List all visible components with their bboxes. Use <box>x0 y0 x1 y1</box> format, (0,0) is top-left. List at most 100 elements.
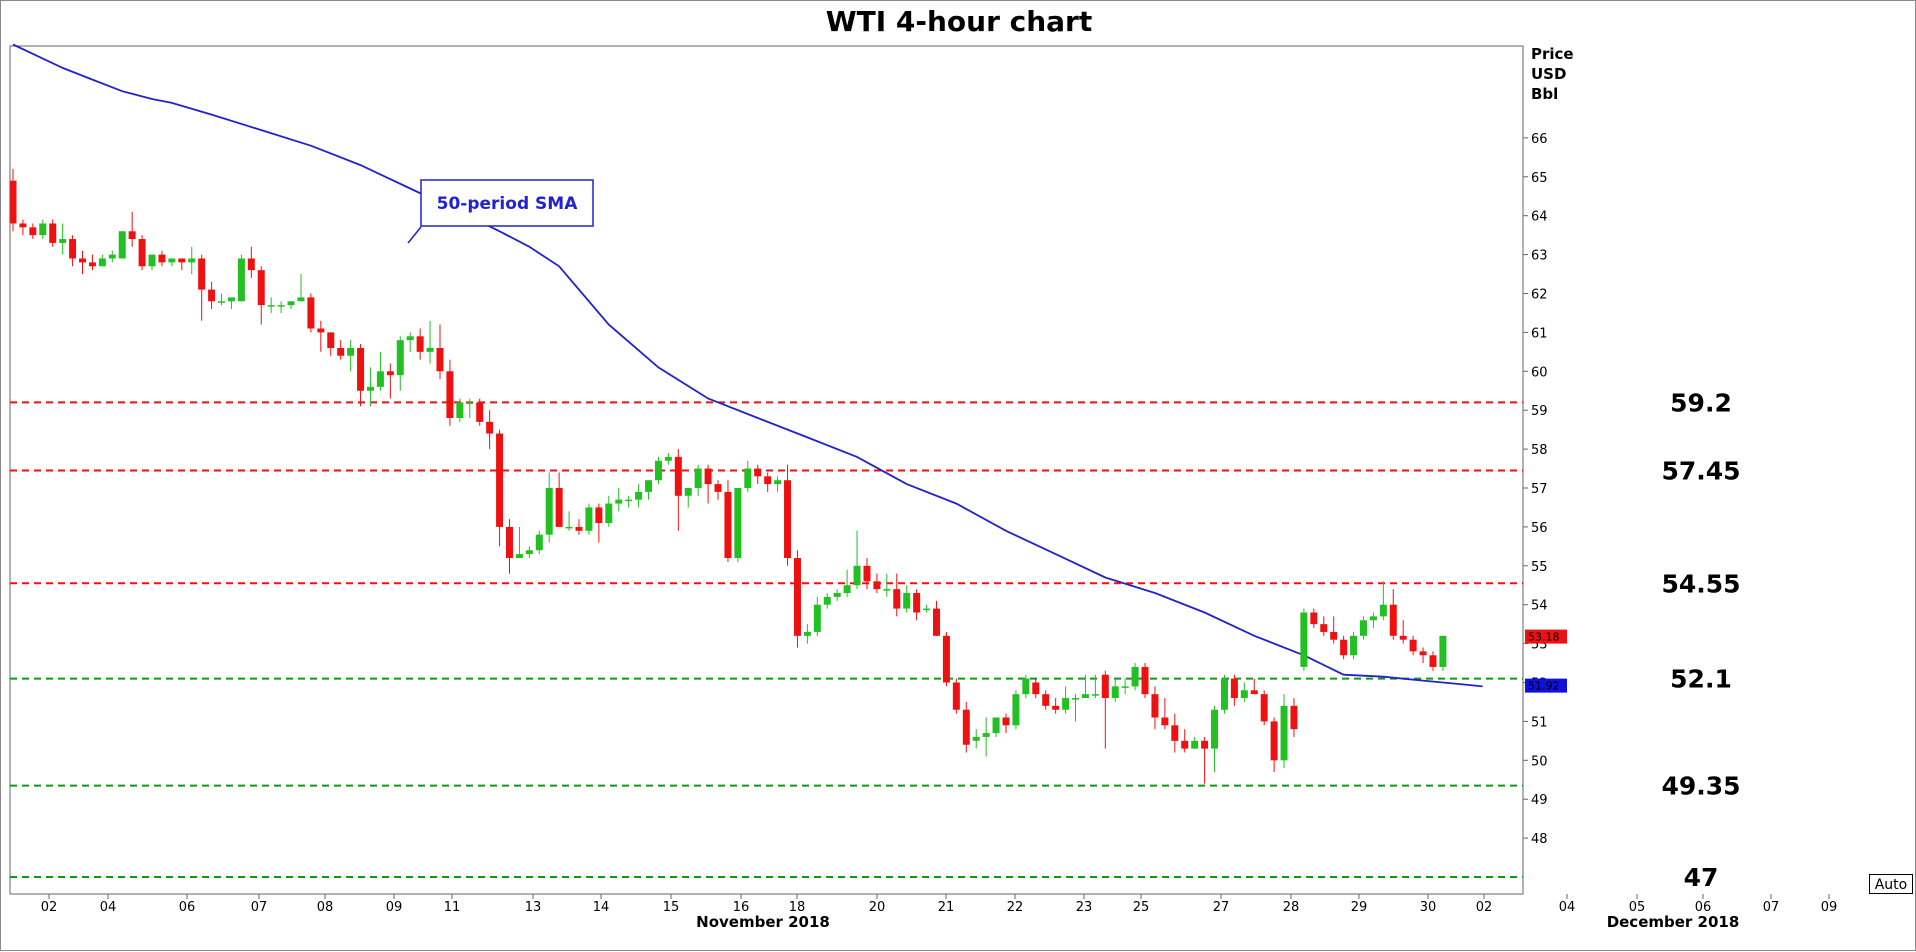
sma-annotation-box <box>420 179 594 227</box>
candle <box>307 293 315 333</box>
candle-body <box>754 468 762 477</box>
candle <box>317 320 325 352</box>
candle-body <box>287 301 295 306</box>
candle <box>138 235 146 271</box>
candle-body <box>466 402 474 404</box>
candle <box>595 503 603 543</box>
candle <box>823 593 831 609</box>
candle-body <box>208 289 216 302</box>
candle-body <box>1211 709 1219 749</box>
candle <box>714 480 722 500</box>
x-tick-label: 23 <box>1076 900 1093 915</box>
x-tick-label: 13 <box>525 900 542 915</box>
candle-body <box>1359 620 1367 636</box>
candle-body <box>456 402 464 418</box>
candle <box>1002 713 1010 734</box>
candle <box>406 332 414 352</box>
x-tick-label: 21 <box>938 900 955 915</box>
x-tick-label: 15 <box>663 900 680 915</box>
candle <box>1270 717 1278 772</box>
candle-body <box>59 239 67 243</box>
candle-body <box>1111 686 1119 699</box>
candle <box>118 231 126 259</box>
candle-body <box>366 386 374 391</box>
candle-body <box>376 371 384 387</box>
candle-body <box>39 223 47 236</box>
candle-body <box>992 717 1000 734</box>
candle <box>654 456 662 485</box>
candle <box>833 589 841 601</box>
candle-body <box>307 297 315 329</box>
candle-body <box>1419 651 1427 656</box>
sma-annotation-pointer <box>407 226 422 244</box>
candle-body <box>863 565 871 582</box>
candle <box>426 320 434 364</box>
candle <box>247 246 255 278</box>
candle <box>198 254 206 321</box>
candle-body <box>386 371 394 376</box>
candle-body <box>684 488 692 496</box>
candle <box>1032 678 1040 699</box>
candle <box>913 589 921 621</box>
candle-body <box>476 402 484 422</box>
candle-body <box>79 258 87 263</box>
candle-body <box>29 227 37 236</box>
x-tick-label: 04 <box>1559 900 1576 915</box>
candle-body <box>704 468 712 485</box>
candle <box>843 569 851 597</box>
x-tick-label: 14 <box>593 900 610 915</box>
y-axis-label-price: Price <box>1531 45 1574 63</box>
candle-body <box>774 480 782 485</box>
candle-body <box>198 258 206 290</box>
sma-series <box>12 43 1483 688</box>
candle <box>724 480 732 562</box>
candle <box>376 351 384 391</box>
candle <box>1290 698 1298 737</box>
y-tick-label: 57 <box>1531 482 1548 497</box>
candle <box>982 717 990 757</box>
candle <box>29 223 37 240</box>
candle-body <box>1141 666 1149 695</box>
price-marker-box <box>1525 678 1567 693</box>
candle-body <box>694 468 702 488</box>
candle <box>486 410 494 450</box>
chart-title: WTI 4-hour chart <box>825 5 1093 38</box>
candle <box>1389 589 1397 640</box>
candle-body <box>218 301 226 303</box>
candle-body <box>118 231 126 259</box>
candle-body <box>1369 616 1377 621</box>
y-axis-label-usd: USD <box>1531 65 1566 83</box>
auto-scale-button[interactable]: Auto <box>1869 874 1913 894</box>
candle <box>535 530 543 555</box>
candle <box>1171 713 1179 753</box>
candle <box>257 266 265 325</box>
candle-body <box>1062 698 1070 710</box>
candle <box>1320 616 1328 636</box>
x-tick-label: 04 <box>100 900 117 915</box>
candle-body <box>178 258 186 263</box>
candle <box>1201 736 1209 784</box>
candle <box>744 460 752 492</box>
candle-body <box>327 332 335 348</box>
candle <box>932 600 940 636</box>
x-tick-label: 05 <box>1629 900 1646 915</box>
candle-body <box>932 608 940 636</box>
candle-body <box>764 476 772 485</box>
candle-body <box>188 258 196 263</box>
sma-annotation-label: 50-period SMA <box>437 194 579 214</box>
x-tick-label: 09 <box>386 900 403 915</box>
candle-body <box>615 499 623 504</box>
candle-body <box>555 488 563 527</box>
candle <box>803 624 811 644</box>
candle <box>496 429 504 547</box>
candle-body <box>69 239 77 259</box>
candle-body <box>138 239 146 267</box>
candle-body <box>1230 678 1238 699</box>
candle <box>873 573 881 594</box>
candle-body <box>49 223 57 243</box>
price-markers: 53.18 51.92 <box>1525 629 1567 693</box>
y-tick-label: 56 <box>1531 521 1548 536</box>
candle-body <box>744 468 752 488</box>
candle <box>1062 686 1070 714</box>
candlestick-series <box>9 169 1447 784</box>
